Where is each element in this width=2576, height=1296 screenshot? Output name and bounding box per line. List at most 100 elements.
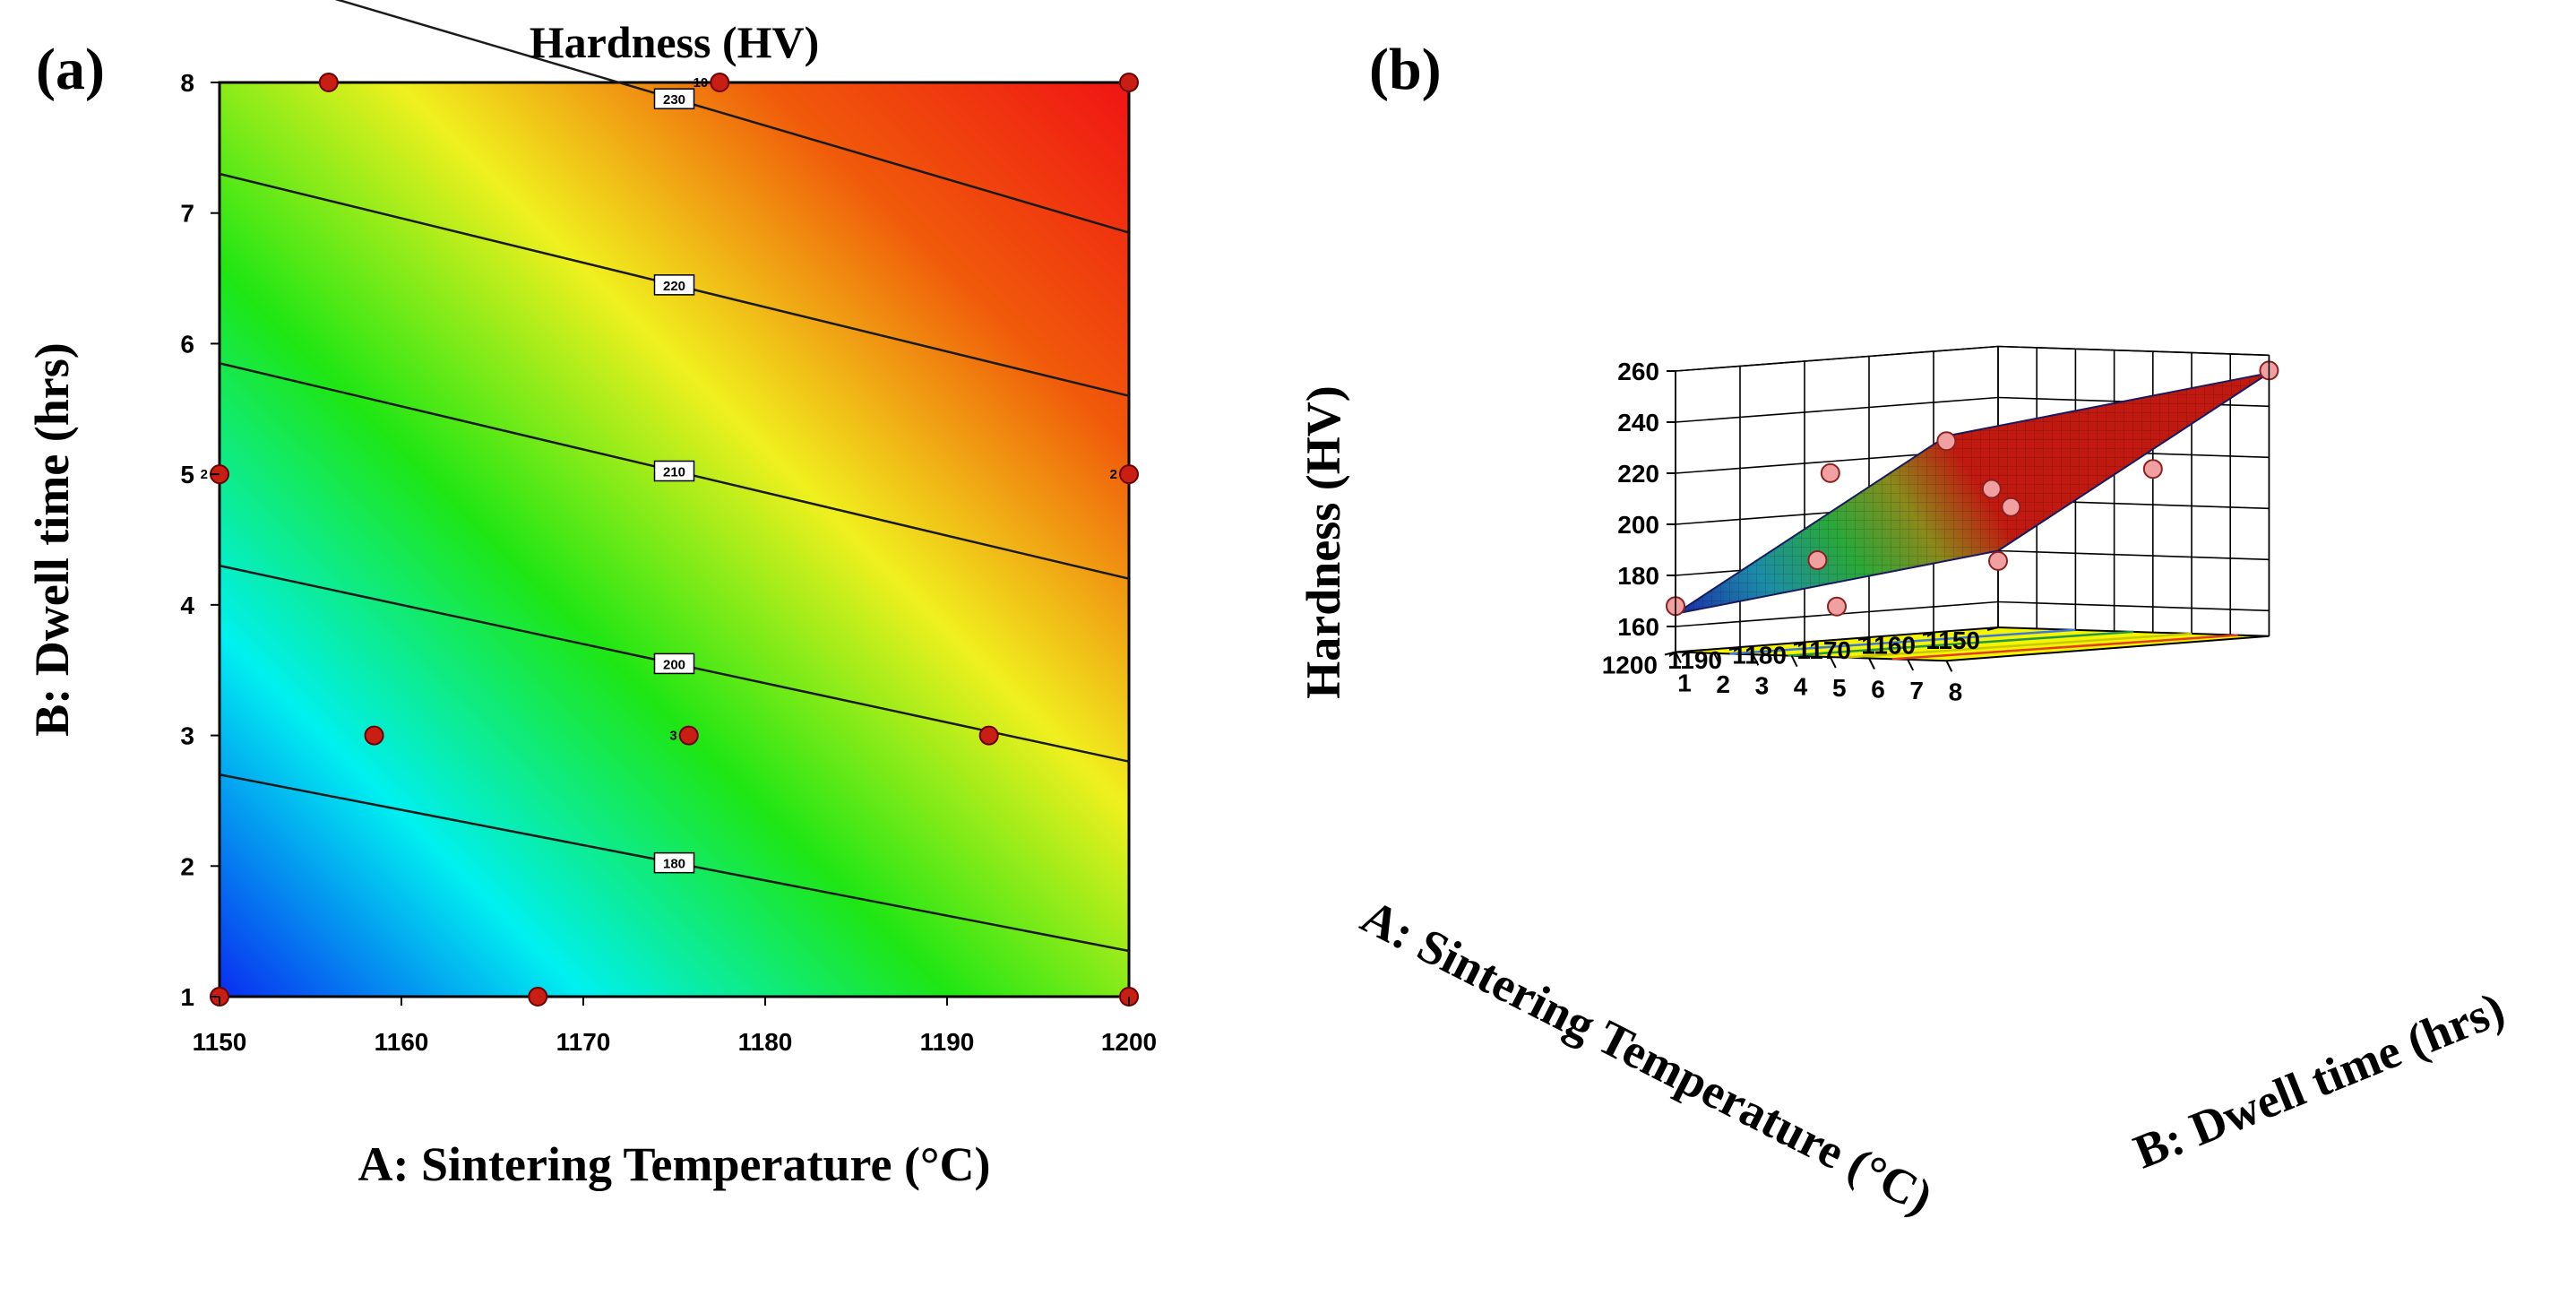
- z-tick-label: 200: [1617, 511, 1659, 539]
- design-point: [528, 987, 548, 1007]
- design-point-label: 3: [669, 729, 676, 744]
- contour-label: 210: [663, 465, 685, 480]
- b-tick-mark: [1945, 660, 1953, 672]
- observed-point: [1988, 550, 2008, 571]
- surface-plot-panel: 1601802002202402601150116011701180119012…: [1297, 345, 2511, 1224]
- surface-z-axis-title: Hardness (HV): [1297, 385, 1350, 699]
- wall-grid-line: [1997, 600, 2270, 612]
- b-tick-label: 3: [1755, 671, 1770, 699]
- design-point: [1119, 464, 1139, 485]
- contour-label-box: [653, 88, 695, 109]
- floor-contour-line: [1891, 634, 2238, 661]
- b-tick-label: 5: [1832, 674, 1847, 702]
- contour-label: 180: [663, 857, 685, 872]
- b-tick-mark: [1675, 652, 1682, 663]
- x-tick-label: 1200: [1101, 1028, 1157, 1056]
- contour-x-axis-title: A: Sintering Temperature (°C): [358, 1137, 990, 1191]
- contour-label: 230: [663, 92, 685, 108]
- b-tick-mark: [1752, 653, 1760, 666]
- b-tick-mark: [1790, 655, 1798, 668]
- b-tick-mark: [1868, 658, 1875, 670]
- a-tick-mark: [1857, 636, 1870, 641]
- surface-b-axis-title: B: Dwell time (hrs): [2126, 981, 2511, 1179]
- observed-point: [1807, 550, 1828, 571]
- a-tick-label: 1170: [1796, 636, 1851, 664]
- x-tick-label: 1180: [738, 1028, 793, 1056]
- design-point: [318, 73, 339, 92]
- contour-label: 200: [663, 657, 685, 672]
- z-tick-label: 180: [1617, 562, 1659, 590]
- a-tick-label: 1150: [1926, 626, 1980, 654]
- b-tick-label: 2: [1716, 670, 1730, 698]
- floor-contour-line: [1845, 632, 2193, 659]
- contour-label-box: [653, 460, 695, 482]
- z-tick-label: 160: [1617, 613, 1659, 641]
- panel-a-label: (a): [36, 37, 105, 102]
- a-tick-mark: [1793, 641, 1805, 646]
- floor-contour-line: [1729, 628, 2076, 655]
- y-tick-label: 4: [180, 592, 194, 619]
- floor-contour-line: [1788, 630, 2134, 657]
- box-edge: [1675, 345, 1999, 372]
- b-tick-label: 1: [1677, 670, 1692, 697]
- a-tick-mark: [1986, 626, 1999, 631]
- design-point: [364, 725, 384, 746]
- surface-a-axis-title: A: Sintering Temperature (°C): [1353, 889, 1941, 1224]
- x-tick-label: 1160: [375, 1028, 429, 1056]
- contour-title: Hardness (HV): [530, 17, 820, 67]
- observed-point: [2001, 497, 2021, 517]
- y-tick-label: 5: [180, 461, 194, 488]
- contour-label-box: [653, 652, 695, 675]
- a-tick-label: 1160: [1861, 632, 1916, 660]
- observed-point: [1936, 431, 1957, 452]
- a-tick-mark: [1664, 651, 1676, 656]
- b-tick-mark: [1829, 656, 1837, 669]
- wall-grid-line: [1675, 396, 1999, 423]
- a-tick-label: 1190: [1667, 646, 1722, 674]
- x-tick-label: 1150: [193, 1028, 247, 1056]
- contour-label-box: [653, 274, 695, 296]
- z-tick-label: 260: [1617, 358, 1659, 385]
- x-tick-label: 1190: [920, 1028, 975, 1056]
- observed-point: [2142, 459, 2163, 480]
- y-tick-label: 8: [180, 69, 194, 97]
- x-tick-label: 1170: [556, 1028, 611, 1056]
- contour-label-box: [653, 851, 695, 874]
- y-tick-label: 3: [180, 722, 194, 750]
- y-tick-label: 2: [180, 852, 194, 880]
- design-point: [1119, 73, 1139, 92]
- wall-grid-line: [1997, 549, 2270, 561]
- b-tick-label: 7: [1909, 677, 1924, 704]
- box-edge: [1997, 345, 2270, 357]
- design-point: [710, 73, 730, 92]
- design-point: [978, 725, 999, 746]
- panel-b-label: (b): [1369, 37, 1442, 102]
- contour-plot-area: [218, 81, 1131, 998]
- z-tick-label: 220: [1617, 460, 1659, 488]
- design-point: [678, 725, 699, 746]
- contour-label: 220: [663, 279, 685, 294]
- a-tick-label: 1200: [1602, 652, 1658, 679]
- response-surface-mesh: [1676, 373, 2270, 614]
- design-point-label: 10: [694, 75, 709, 91]
- b-tick-label: 6: [1871, 676, 1885, 704]
- b-tick-mark: [1713, 652, 1721, 665]
- b-tick-label: 4: [1794, 673, 1808, 701]
- b-tick-mark: [1907, 659, 1915, 671]
- a-tick-mark: [1922, 631, 1934, 636]
- observed-point: [1827, 596, 1847, 617]
- a-tick-mark: [1728, 646, 1741, 651]
- contour-y-axis-title: B: Dwell time (hrs): [25, 342, 79, 736]
- y-tick-label: 7: [180, 200, 194, 228]
- b-tick-label: 8: [1949, 678, 1963, 705]
- observed-point: [1820, 462, 1840, 483]
- design-point-label: 2: [201, 467, 208, 482]
- y-tick-label: 1: [180, 983, 194, 1011]
- design-point-label: 2: [1110, 467, 1117, 482]
- z-tick-label: 240: [1617, 409, 1659, 436]
- y-tick-label: 6: [180, 330, 194, 358]
- a-tick-label: 1180: [1732, 642, 1787, 670]
- observed-point: [1981, 479, 2002, 499]
